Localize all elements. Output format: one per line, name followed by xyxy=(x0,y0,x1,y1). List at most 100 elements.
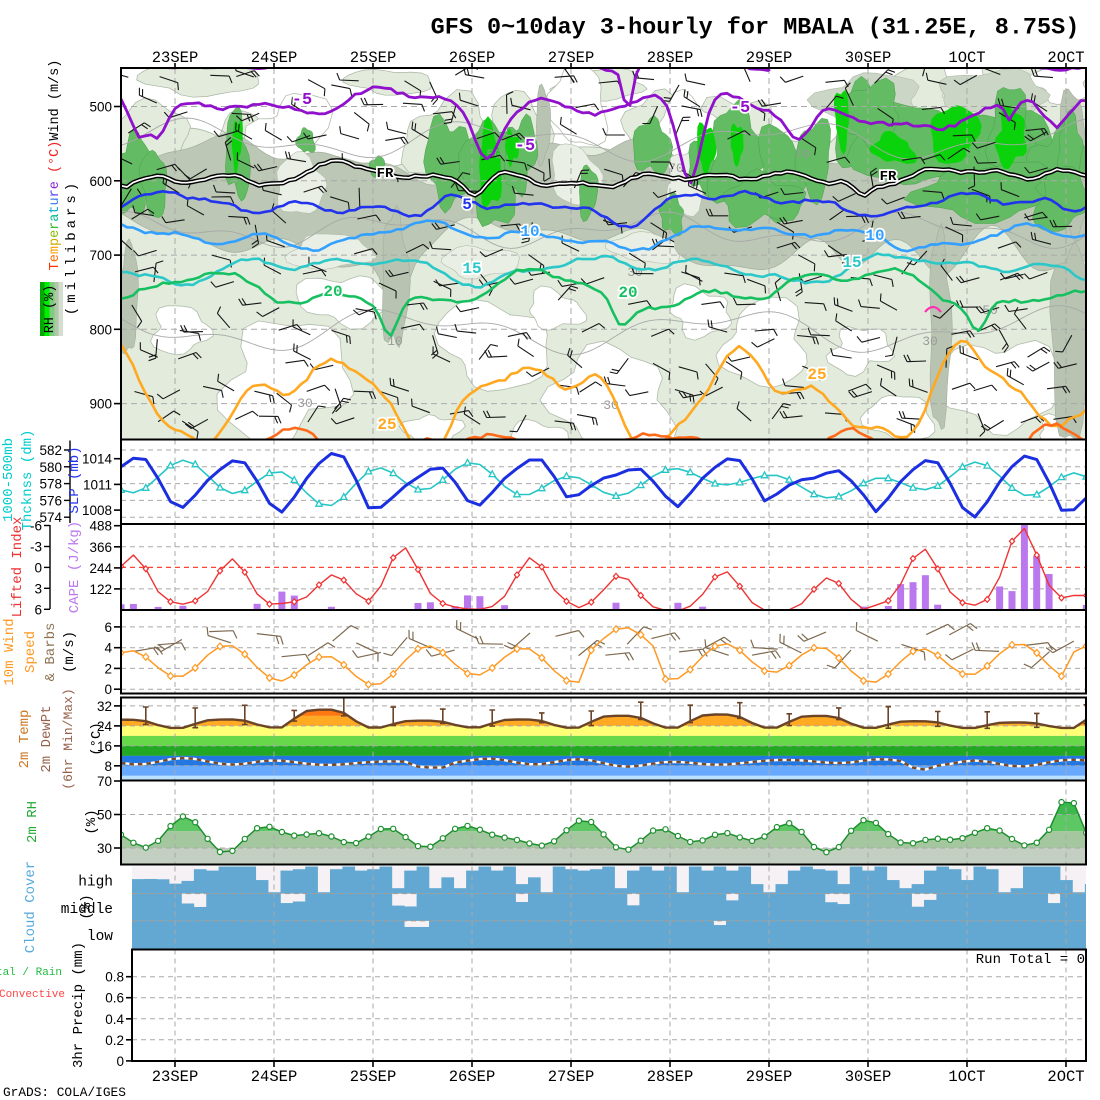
svg-text:0.4: 0.4 xyxy=(105,1012,124,1027)
svg-text:25SEP: 25SEP xyxy=(350,49,397,67)
svg-text:(6hr Min/Max): (6hr Min/Max) xyxy=(61,688,76,789)
svg-text:2OCT: 2OCT xyxy=(1047,49,1084,67)
svg-text:20: 20 xyxy=(323,283,342,301)
svg-text:15: 15 xyxy=(842,254,861,272)
svg-text:25: 25 xyxy=(377,416,396,434)
svg-text:(%): (%) xyxy=(79,894,95,919)
svg-text:122: 122 xyxy=(89,582,112,597)
svg-text:574: 574 xyxy=(39,510,62,525)
svg-text:Total / Rain: Total / Rain xyxy=(0,967,62,979)
svg-text:(millibars): (millibars) xyxy=(64,179,80,315)
svg-text:-5: -5 xyxy=(515,137,535,156)
svg-text:5: 5 xyxy=(462,196,472,214)
svg-text:488: 488 xyxy=(89,519,112,534)
svg-text:& Barbs: & Barbs xyxy=(43,623,59,682)
svg-text:6: 6 xyxy=(104,620,112,635)
svg-text:2m DewPt: 2m DewPt xyxy=(39,705,55,772)
svg-text:-5: -5 xyxy=(292,91,312,110)
svg-text:high: high xyxy=(78,875,113,891)
svg-text:600: 600 xyxy=(89,174,112,189)
svg-text:50: 50 xyxy=(97,808,112,823)
svg-text:FR: FR xyxy=(880,169,897,185)
svg-text:0.8: 0.8 xyxy=(105,970,124,985)
svg-text:(%): (%) xyxy=(84,809,100,834)
svg-text:0.6: 0.6 xyxy=(105,991,124,1006)
svg-text:25SEP: 25SEP xyxy=(350,1068,397,1086)
svg-text:10: 10 xyxy=(387,334,403,349)
svg-text:23SEP: 23SEP xyxy=(152,49,199,67)
svg-text:1014: 1014 xyxy=(82,452,113,467)
svg-text:1011: 1011 xyxy=(83,477,112,492)
svg-text:10: 10 xyxy=(520,223,539,241)
svg-text:900: 900 xyxy=(89,397,112,412)
svg-text:6: 6 xyxy=(34,602,42,617)
svg-text:1OCT: 1OCT xyxy=(948,49,985,67)
svg-text:-5: -5 xyxy=(730,99,750,118)
svg-text:800: 800 xyxy=(89,322,112,337)
svg-text:25: 25 xyxy=(807,366,826,384)
svg-text:24SEP: 24SEP xyxy=(251,49,298,67)
svg-text:30: 30 xyxy=(922,334,938,349)
svg-text:578: 578 xyxy=(39,477,62,492)
svg-text:-6: -6 xyxy=(30,519,42,534)
svg-text:CAPE (J/kg): CAPE (J/kg) xyxy=(67,521,83,613)
svg-text:26SEP: 26SEP xyxy=(449,49,496,67)
svg-text:Lifted Index: Lifted Index xyxy=(10,517,26,618)
svg-text:8: 8 xyxy=(104,759,112,774)
svg-text:2m Temp: 2m Temp xyxy=(17,710,33,769)
svg-text:(°C): (°C) xyxy=(89,722,105,756)
svg-text:24: 24 xyxy=(97,719,113,734)
svg-text:582: 582 xyxy=(39,443,62,458)
svg-text:30: 30 xyxy=(97,841,112,856)
svg-text:2OCT: 2OCT xyxy=(1047,1068,1084,1086)
svg-text:4: 4 xyxy=(104,641,112,656)
svg-text:70: 70 xyxy=(97,774,112,789)
svg-text:FR: FR xyxy=(377,166,394,182)
svg-text:0.2: 0.2 xyxy=(105,1033,124,1048)
svg-text:0: 0 xyxy=(116,1054,124,1069)
svg-text:3: 3 xyxy=(34,581,42,596)
svg-text:10m Wind: 10m Wind xyxy=(2,618,18,685)
svg-text:GrADS: COLA/IGES: GrADS: COLA/IGES xyxy=(3,1085,126,1100)
svg-text:28SEP: 28SEP xyxy=(647,1068,694,1086)
svg-text:1OCT: 1OCT xyxy=(948,1068,985,1086)
svg-text:1008: 1008 xyxy=(82,503,112,518)
svg-text:28SEP: 28SEP xyxy=(647,49,694,67)
svg-text:32: 32 xyxy=(97,699,112,714)
svg-text:15: 15 xyxy=(462,260,481,278)
svg-text:24SEP: 24SEP xyxy=(251,1068,298,1086)
svg-text:20: 20 xyxy=(618,284,637,302)
svg-text:27SEP: 27SEP xyxy=(548,1068,595,1086)
svg-text:29SEP: 29SEP xyxy=(746,1068,793,1086)
svg-text:30SEP: 30SEP xyxy=(845,49,892,67)
svg-text:Speed: Speed xyxy=(23,631,39,673)
svg-text:low: low xyxy=(87,929,113,945)
svg-text:16: 16 xyxy=(97,739,112,754)
svg-text:30SEP: 30SEP xyxy=(845,1068,892,1086)
svg-text:580: 580 xyxy=(39,460,62,475)
svg-text:middle: middle xyxy=(61,902,113,918)
svg-text:29SEP: 29SEP xyxy=(746,49,793,67)
svg-text:SLP (mb): SLP (mb) xyxy=(67,446,83,513)
svg-text:Temperature (°C)Wind (m/s): Temperature (°C)Wind (m/s) xyxy=(48,60,63,271)
svg-text:70: 70 xyxy=(794,147,810,162)
svg-text:0: 0 xyxy=(34,560,42,575)
svg-text:Cloud Cover: Cloud Cover xyxy=(23,861,39,953)
svg-text:3hr Precip (mm): 3hr Precip (mm) xyxy=(71,942,87,1068)
svg-text:Thcknss (dm): Thcknss (dm) xyxy=(20,430,36,531)
svg-text:700: 700 xyxy=(89,248,112,263)
svg-text:27SEP: 27SEP xyxy=(548,49,595,67)
svg-text:1000-500mb: 1000-500mb xyxy=(1,438,17,522)
svg-text:576: 576 xyxy=(39,493,62,508)
svg-text:2: 2 xyxy=(104,661,112,676)
svg-text:10: 10 xyxy=(865,227,884,245)
svg-text:23SEP: 23SEP xyxy=(152,1068,199,1086)
svg-text:RH (%): RH (%) xyxy=(43,285,58,334)
svg-text:Convective: Convective xyxy=(0,989,65,1001)
svg-text:366: 366 xyxy=(89,540,112,555)
svg-text:-3: -3 xyxy=(30,540,42,555)
svg-text:2m RH: 2m RH xyxy=(25,801,41,843)
svg-text:26SEP: 26SEP xyxy=(449,1068,496,1086)
svg-text:244: 244 xyxy=(89,561,112,576)
svg-text:Run Total = 0: Run Total = 0 xyxy=(976,952,1085,968)
